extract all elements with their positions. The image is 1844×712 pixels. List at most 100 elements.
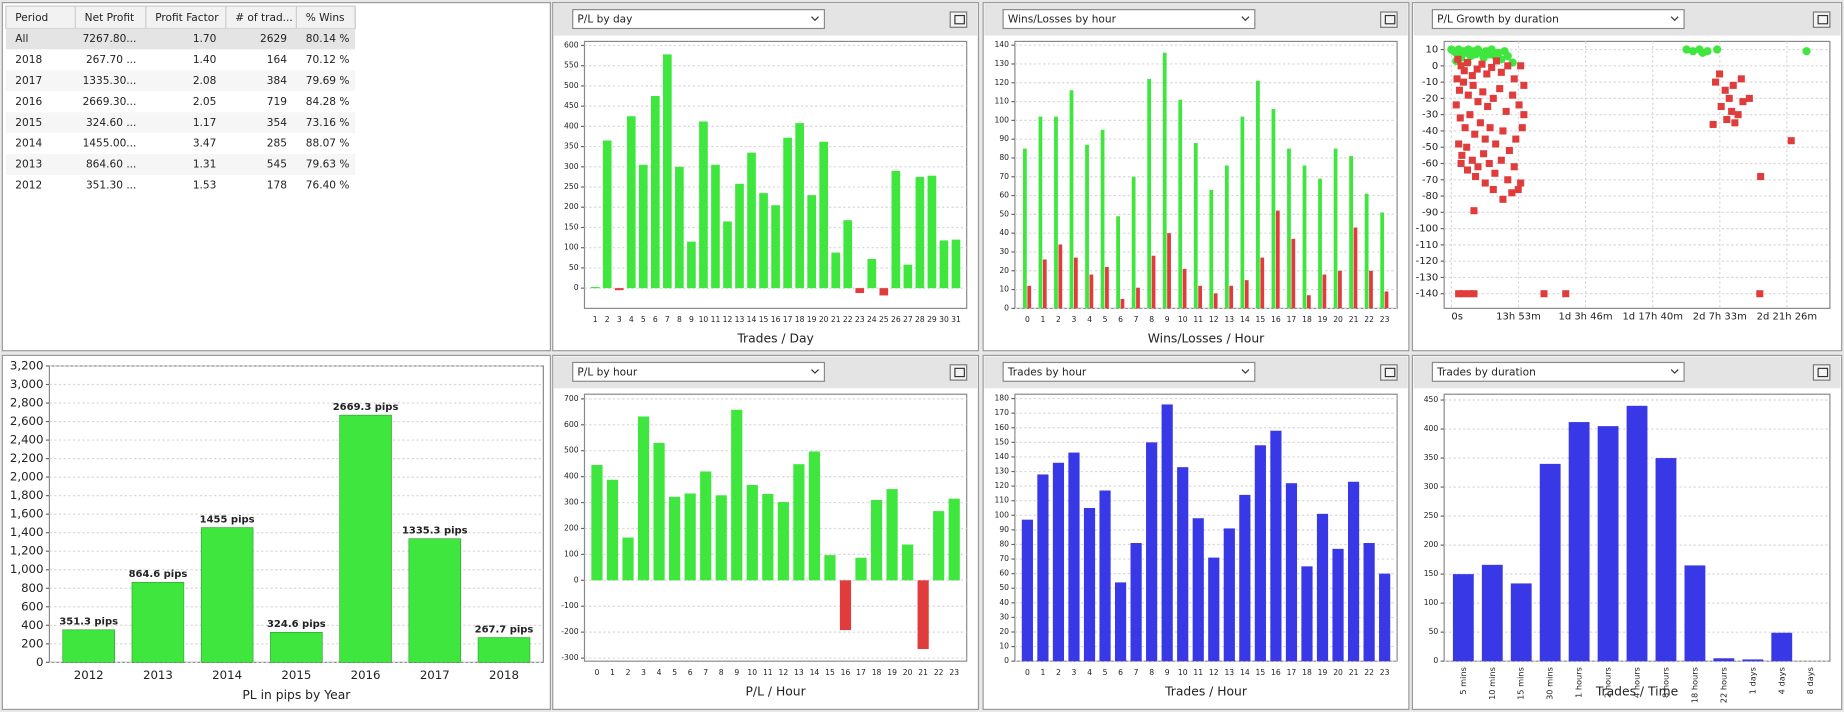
- bar: [62, 629, 115, 663]
- table-row[interactable]: [5, 112, 356, 134]
- bar: [1452, 574, 1474, 662]
- bar: [1042, 259, 1047, 309]
- table-row[interactable]: [5, 175, 356, 196]
- bar: [699, 121, 708, 289]
- bar: [1193, 142, 1198, 309]
- scatter-point: [1728, 107, 1736, 115]
- value-label: 351.3 pips: [59, 617, 118, 628]
- x-tick-label: 7: [703, 668, 708, 677]
- y-tick-label: 10: [1426, 45, 1439, 56]
- selector-label[interactable]: P/L by hour: [577, 366, 637, 378]
- bar: [843, 220, 853, 289]
- y-tick-label: 120: [994, 481, 1009, 490]
- y-tick-label: 400: [564, 121, 579, 130]
- x-tick-label: 14: [1240, 315, 1250, 324]
- selector-label[interactable]: P/L by day: [577, 14, 632, 26]
- x-tick-label: 1: [610, 668, 615, 677]
- scatter-point: [1463, 59, 1472, 67]
- x-tick-label: 18: [1302, 668, 1312, 677]
- x-tick-label: 30: [939, 315, 949, 324]
- y-tick-label: 100: [564, 549, 579, 558]
- bar: [1380, 212, 1385, 309]
- selector-label[interactable]: Wins/Losses by hour: [1008, 14, 1117, 26]
- y-tick-label: 200: [564, 523, 579, 532]
- bar: [1120, 298, 1125, 309]
- table-header[interactable]: Net Profit: [85, 12, 135, 24]
- bar: [1147, 79, 1152, 309]
- scatter-point: [1466, 111, 1474, 119]
- scatter-point: [1487, 45, 1496, 54]
- y-tick-label: 3,000: [10, 377, 44, 391]
- x-tick-label: 2: [626, 668, 631, 677]
- x-tick-label: 19: [1318, 668, 1328, 677]
- table-header[interactable]: Profit Factor: [155, 12, 219, 24]
- scatter-point: [1510, 163, 1518, 171]
- bar: [1338, 270, 1342, 309]
- chart-selector[interactable]: [572, 9, 825, 30]
- selector-label[interactable]: Trades by hour: [1007, 366, 1087, 378]
- y-tick-label: 20: [999, 266, 1009, 275]
- scatter-point: [1456, 114, 1464, 122]
- table-row[interactable]: [5, 28, 356, 50]
- selector-label[interactable]: Trades by duration: [1436, 366, 1536, 378]
- y-tick-label: -40: [1422, 126, 1438, 137]
- table-row[interactable]: [5, 154, 356, 176]
- bar: [933, 511, 945, 581]
- table-row[interactable]: [5, 91, 356, 113]
- x-tick-label: 2015: [281, 668, 311, 682]
- x-tick-label: 4 hours: [1632, 667, 1642, 698]
- y-tick-label: 300: [564, 498, 579, 507]
- x-tick-label: 13h 53m: [1496, 312, 1541, 323]
- scatter-point: [1712, 78, 1720, 86]
- maximize-icon: [1817, 14, 1829, 25]
- x-tick-label: 9: [734, 668, 739, 677]
- selector-label[interactable]: P/L Growth by duration: [1437, 14, 1559, 26]
- table-cell: 324.60 ...: [86, 117, 136, 129]
- x-tick-label: 21: [831, 315, 841, 324]
- bar: [795, 123, 804, 289]
- x-tick-label: 13: [1224, 315, 1234, 324]
- table-cell: 545: [267, 159, 287, 171]
- table-row[interactable]: [5, 70, 356, 92]
- y-tick-label: 600: [21, 599, 43, 613]
- bar: [1100, 129, 1105, 309]
- x-tick-label: 6: [1118, 315, 1123, 324]
- plot-area: [1443, 40, 1831, 309]
- chart-selector[interactable]: [1002, 361, 1256, 382]
- selector-arrow: [1670, 369, 1679, 374]
- y-tick-label: 1,800: [10, 488, 44, 502]
- x-tick-label: 8 hours: [1660, 667, 1670, 698]
- bar: [1256, 80, 1260, 309]
- chart-selector[interactable]: [572, 361, 825, 382]
- x-tick-label: 30 mins: [1545, 667, 1555, 700]
- chart-selector[interactable]: [1002, 9, 1256, 30]
- table-cell: 2013: [15, 159, 42, 171]
- bar: [1223, 528, 1235, 662]
- chart-selector[interactable]: [1431, 361, 1685, 382]
- chart-selector[interactable]: [1431, 9, 1685, 30]
- maximize-icon: [1384, 367, 1396, 378]
- scatter-point: [1485, 159, 1493, 168]
- table-cell: 2014: [15, 138, 42, 150]
- scatter-point: [1734, 111, 1742, 119]
- x-tick-label: 16: [1271, 315, 1281, 324]
- scatter-point: [1458, 151, 1466, 159]
- x-tick-label: 1: [1040, 668, 1045, 677]
- value-label: 267.7 pips: [475, 624, 534, 635]
- y-tick-label: 0: [574, 575, 579, 584]
- x-tick-label: 9: [689, 315, 694, 324]
- table-header[interactable]: Period: [15, 12, 48, 24]
- x-tick-label: 19: [887, 668, 897, 677]
- table-row[interactable]: [5, 49, 356, 71]
- x-tick-label: 25: [879, 315, 889, 324]
- scatter-point: [1729, 81, 1737, 89]
- x-tick-label: 8 days: [1805, 667, 1815, 694]
- x-tick-label: 0: [1025, 315, 1030, 324]
- maximize-icon: [1384, 14, 1396, 25]
- bar: [762, 494, 774, 581]
- x-tick-label: 3: [1072, 668, 1077, 677]
- table-row[interactable]: [5, 133, 356, 155]
- table-header[interactable]: # of trad...: [235, 12, 293, 24]
- bar: [1626, 405, 1648, 662]
- table-header[interactable]: % Wins: [306, 12, 345, 24]
